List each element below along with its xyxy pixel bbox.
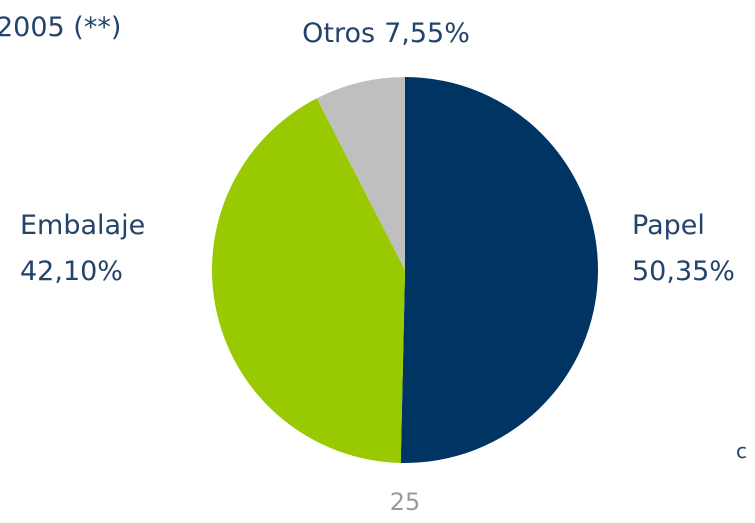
chart-title: 2005 (**)	[0, 12, 121, 43]
slice-label: Otros	[302, 18, 375, 49]
pie-slice	[400, 77, 598, 463]
page-number: 25	[390, 488, 421, 516]
slice-value-label: 50,35%	[632, 256, 735, 287]
slice-value-label: 42,10%	[20, 256, 123, 287]
slice-label-group: Otros 7,55%	[302, 18, 470, 49]
slice-label: Papel	[632, 210, 705, 241]
slice-value-label: 7,55%	[384, 18, 470, 49]
pie-slice	[316, 77, 405, 270]
pie-slice	[212, 98, 405, 463]
slice-label: Embalaje	[20, 210, 145, 241]
annotation: c	[736, 439, 747, 463]
